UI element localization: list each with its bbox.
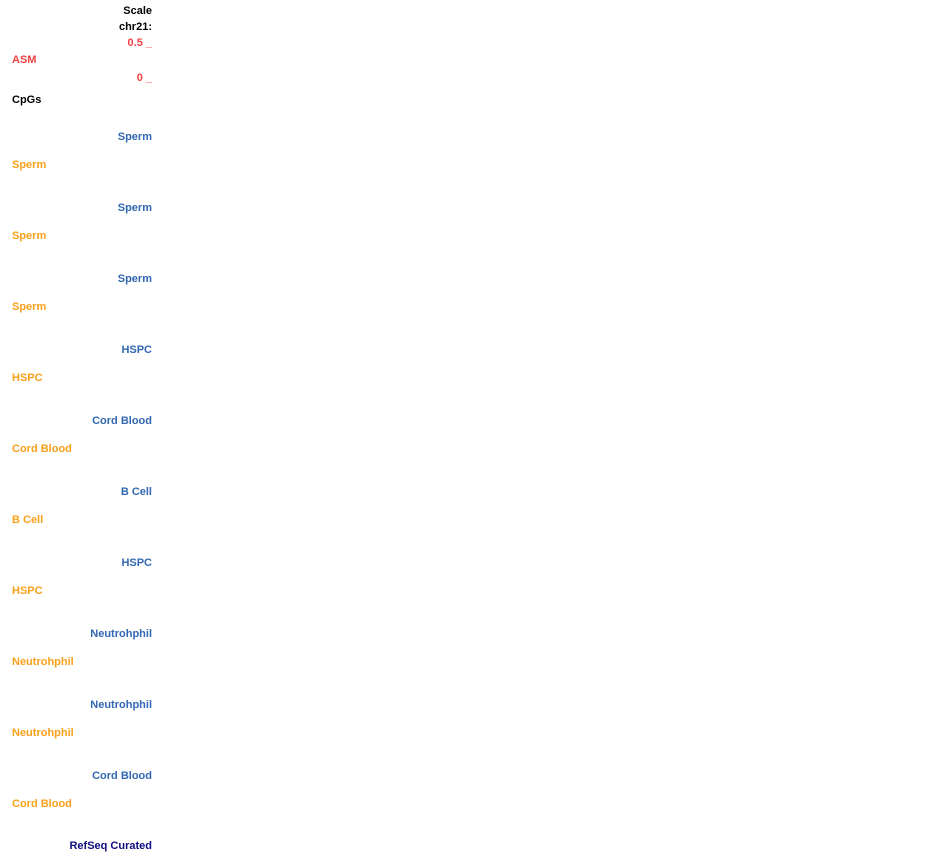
- track-label-blue[interactable]: B Cell: [120, 486, 152, 498]
- track-label-orange[interactable]: B Cell: [12, 514, 44, 526]
- asm-track-label[interactable]: ASM: [12, 54, 37, 66]
- track-label-blue[interactable]: Sperm: [117, 202, 152, 214]
- track-label-orange[interactable]: HSPC: [12, 372, 43, 384]
- cpg-track-label[interactable]: CpGs: [12, 94, 42, 106]
- track-label-blue[interactable]: Neutrohphil: [90, 699, 152, 711]
- track-label-blue[interactable]: HSPC: [121, 557, 152, 569]
- track-label-orange[interactable]: Sperm: [12, 230, 47, 242]
- scale-label: Scale: [123, 5, 152, 17]
- track-label-orange[interactable]: HSPC: [12, 585, 43, 597]
- track-label-blue[interactable]: Cord Blood: [92, 415, 152, 427]
- track-label-blue[interactable]: Neutrohphil: [90, 628, 152, 640]
- chromosome-position-label: chr21:: [118, 21, 152, 33]
- track-label-orange[interactable]: Cord Blood: [12, 443, 72, 455]
- track-label-blue[interactable]: Sperm: [117, 273, 152, 285]
- asm-range-min-label: 0 _: [136, 72, 152, 84]
- track-label-orange[interactable]: Cord Blood: [12, 798, 72, 810]
- track-label-orange[interactable]: Neutrohphil: [12, 656, 74, 668]
- refseq-curated-track-label[interactable]: RefSeq Curated: [69, 840, 152, 852]
- track-label-blue[interactable]: HSPC: [121, 344, 152, 356]
- track-label-orange[interactable]: Neutrohphil: [12, 727, 74, 739]
- track-label-orange[interactable]: Sperm: [12, 159, 47, 171]
- track-label-orange[interactable]: Sperm: [12, 301, 47, 313]
- asm-range-max-label: 0.5 _: [127, 37, 152, 49]
- track-label-blue[interactable]: Sperm: [117, 131, 152, 143]
- track-label-blue[interactable]: Cord Blood: [92, 770, 152, 782]
